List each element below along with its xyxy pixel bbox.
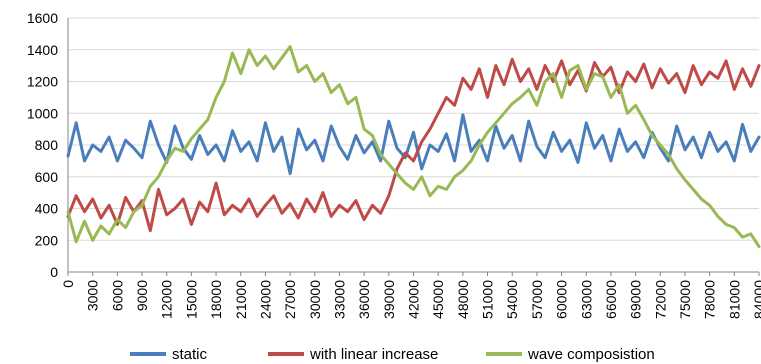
x-tick-label: 18000 bbox=[208, 280, 224, 319]
series-line-2 bbox=[66, 57, 761, 233]
x-tick-label: 45000 bbox=[430, 280, 446, 319]
legend-label: with linear increase bbox=[309, 346, 438, 363]
x-tick-label: 0 bbox=[60, 280, 76, 288]
x-tick-label: 69000 bbox=[628, 280, 644, 319]
x-tick-label: 33000 bbox=[331, 280, 347, 319]
x-tick-label: 36000 bbox=[356, 280, 372, 319]
x-tick-labels: 0 3000 6000 9000 12000 15000 18000 21000 24000 27… bbox=[60, 280, 761, 319]
x-tick-label: 78000 bbox=[702, 280, 718, 319]
grid-lines bbox=[68, 17, 759, 241]
x-tick-label: 81000 bbox=[726, 280, 742, 319]
x-tick-label: 6000 bbox=[109, 280, 125, 311]
x-tick-label: 84000 bbox=[751, 280, 761, 319]
x-tick-label: 15000 bbox=[183, 280, 199, 319]
x-tick-label: 48000 bbox=[455, 280, 471, 319]
x-tick-label: 57000 bbox=[529, 280, 545, 319]
y-tick-labels: 0 200 400 600 800 1000 1200 1400 1600 bbox=[27, 10, 58, 280]
x-tick-label: 3000 bbox=[85, 280, 101, 311]
x-tick-label: 66000 bbox=[603, 280, 619, 319]
x-tick-label: 72000 bbox=[652, 280, 668, 319]
x-tick-label: 75000 bbox=[677, 280, 693, 319]
y-tick-label: 600 bbox=[35, 169, 59, 185]
x-tick-label: 42000 bbox=[406, 280, 422, 319]
y-tick-label: 0 bbox=[50, 264, 58, 280]
x-tick-label: 30000 bbox=[307, 280, 323, 319]
x-tick-label: 9000 bbox=[134, 280, 150, 311]
y-tick-label: 400 bbox=[35, 201, 59, 217]
x-tick-label: 21000 bbox=[233, 280, 249, 319]
x-tick-label: 60000 bbox=[554, 280, 570, 319]
x-tick-label: 12000 bbox=[159, 280, 175, 319]
legend-label: static bbox=[172, 346, 208, 363]
y-tick-label: 1000 bbox=[27, 105, 58, 121]
series-line-1 bbox=[66, 113, 761, 176]
x-tick-label: 54000 bbox=[504, 280, 520, 319]
y-tick-label: 1200 bbox=[27, 74, 58, 90]
legend: static with linear increase wave composist… bbox=[130, 346, 655, 363]
x-tick-label: 39000 bbox=[381, 280, 397, 319]
axes bbox=[67, 18, 760, 276]
y-tick-label: 1400 bbox=[27, 42, 58, 58]
x-tick-label: 24000 bbox=[257, 280, 273, 319]
series-line-3 bbox=[66, 45, 761, 249]
y-tick-label: 200 bbox=[35, 232, 59, 248]
series-lines bbox=[66, 45, 761, 249]
x-tick-label: 63000 bbox=[578, 280, 594, 319]
x-tick-label: 51000 bbox=[480, 280, 496, 319]
y-tick-label: 1600 bbox=[27, 10, 58, 26]
legend-label: wave composistion bbox=[527, 346, 655, 363]
y-tick-label: 800 bbox=[35, 137, 59, 153]
x-tick-label: 27000 bbox=[282, 280, 298, 319]
